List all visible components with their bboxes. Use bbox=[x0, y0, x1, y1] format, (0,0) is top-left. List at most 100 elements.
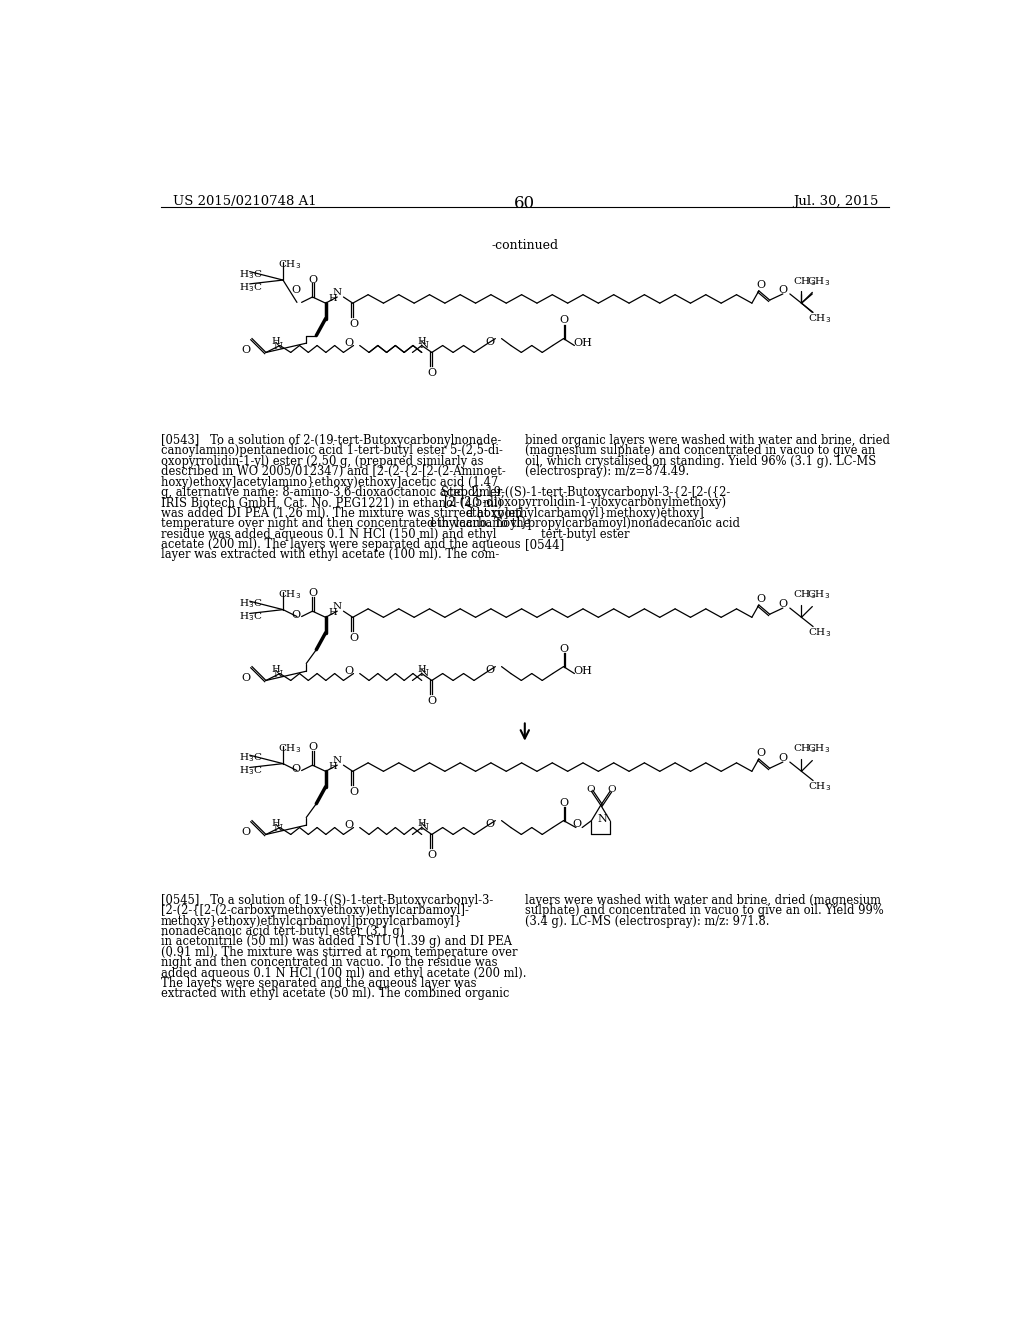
Text: [0545]   To a solution of 19-{(S)-1-tert-Butoxycarbonyl-3-: [0545] To a solution of 19-{(S)-1-tert-B… bbox=[161, 894, 493, 907]
Text: Jul. 30, 2015: Jul. 30, 2015 bbox=[793, 195, 879, 209]
Text: CH$_3$: CH$_3$ bbox=[809, 780, 831, 793]
Text: O: O bbox=[560, 315, 568, 326]
Text: The layers were separated and the aqueous layer was: The layers were separated and the aqueou… bbox=[161, 977, 476, 990]
Text: N: N bbox=[420, 669, 428, 678]
Text: O: O bbox=[778, 752, 787, 763]
Text: CH$_3$: CH$_3$ bbox=[278, 742, 301, 755]
Text: N: N bbox=[420, 822, 428, 832]
Text: O: O bbox=[344, 820, 353, 830]
Text: CH$_3$: CH$_3$ bbox=[278, 259, 301, 272]
Text: O: O bbox=[427, 850, 436, 859]
Text: OH: OH bbox=[573, 338, 593, 347]
Text: [0543]   To a solution of 2-(19-tert-Butoxycarbonylnonade-: [0543] To a solution of 2-(19-tert-Butox… bbox=[161, 434, 501, 447]
Text: H: H bbox=[328, 762, 337, 771]
Text: ethylcarbamoyl}propylcarbamoyl)nonadecanoic acid: ethylcarbamoyl}propylcarbamoyl)nonadecan… bbox=[430, 517, 740, 531]
Text: H$_3$C: H$_3$C bbox=[239, 610, 262, 623]
Text: [2-(2-{[2-(2-carboxymethoxyethoxy)ethylcarbamoyl]-: [2-(2-{[2-(2-carboxymethoxyethoxy)ethylc… bbox=[161, 904, 468, 917]
Text: CH$_3$: CH$_3$ bbox=[793, 589, 816, 601]
Text: O: O bbox=[757, 594, 766, 605]
Text: O: O bbox=[344, 338, 353, 347]
Text: CH$_3$: CH$_3$ bbox=[807, 276, 830, 288]
Text: H: H bbox=[271, 665, 280, 675]
Text: O: O bbox=[560, 644, 568, 653]
Text: H: H bbox=[271, 337, 280, 346]
Text: O: O bbox=[778, 599, 787, 609]
Text: N: N bbox=[333, 288, 342, 297]
Text: O: O bbox=[778, 285, 787, 294]
Text: (electrospray): m/z=874.49.: (electrospray): m/z=874.49. bbox=[524, 465, 689, 478]
Text: acetate (200 ml). The layers were separated and the aqueous: acetate (200 ml). The layers were separa… bbox=[161, 539, 520, 550]
Text: -continued: -continued bbox=[492, 239, 558, 252]
Text: O: O bbox=[485, 665, 495, 675]
Text: described in WO 2005/012347) and [2-(2-{2-[2-(2-Aminoet-: described in WO 2005/012347) and [2-(2-{… bbox=[161, 465, 505, 478]
Text: g, alternative name: 8-amino-3,6-dioxaoctanoic acid dimer,: g, alternative name: 8-amino-3,6-dioxaoc… bbox=[161, 486, 504, 499]
Text: CH$_3$: CH$_3$ bbox=[278, 589, 301, 601]
Text: O: O bbox=[241, 673, 250, 682]
Text: CH$_3$: CH$_3$ bbox=[807, 589, 830, 601]
Text: hoxy)ethoxy]acetylamino}ethoxy)ethoxy]acetic acid (1.47: hoxy)ethoxy]acetylamino}ethoxy)ethoxy]ac… bbox=[161, 475, 498, 488]
Text: O: O bbox=[292, 285, 301, 296]
Text: CH$_3$: CH$_3$ bbox=[809, 313, 831, 325]
Text: H$_3$C: H$_3$C bbox=[239, 751, 262, 764]
Text: [0544]: [0544] bbox=[524, 539, 564, 550]
Text: oil, which crystalised on standing. Yield 96% (3.1 g). LC-MS: oil, which crystalised on standing. Yiel… bbox=[524, 455, 877, 467]
Text: sulphate) and concentrated in vacuo to give an oil. Yield 99%: sulphate) and concentrated in vacuo to g… bbox=[524, 904, 884, 917]
Text: O: O bbox=[349, 632, 358, 643]
Text: H$_3$C: H$_3$C bbox=[239, 598, 262, 610]
Text: N: N bbox=[420, 341, 428, 350]
Text: [2-(2,5-dioxopyrrolidin-1-yloxycarbonylmethoxy): [2-(2,5-dioxopyrrolidin-1-yloxycarbonylm… bbox=[444, 496, 726, 510]
Text: IRIS Biotech GmbH, Cat. No. PEG1221) in ethanol (40 ml): IRIS Biotech GmbH, Cat. No. PEG1221) in … bbox=[161, 496, 502, 510]
Text: (0.91 ml). The mixture was stirred at room temperature over: (0.91 ml). The mixture was stirred at ro… bbox=[161, 945, 517, 958]
Text: H: H bbox=[328, 294, 337, 302]
Text: ethoxy]ethylcarbamoyl}methoxy)ethoxy]: ethoxy]ethylcarbamoyl}methoxy)ethoxy] bbox=[466, 507, 705, 520]
Text: H: H bbox=[417, 665, 426, 675]
Text: O: O bbox=[308, 589, 317, 598]
Text: nonadecanoic acid tert-butyl ester (3.1 g): nonadecanoic acid tert-butyl ester (3.1 … bbox=[161, 925, 403, 939]
Text: US 2015/0210748 A1: US 2015/0210748 A1 bbox=[173, 195, 316, 209]
Text: N: N bbox=[333, 602, 342, 611]
Text: H$_3$C: H$_3$C bbox=[239, 281, 262, 293]
Text: night and then concentrated in vacuo. To the residue was: night and then concentrated in vacuo. To… bbox=[161, 956, 497, 969]
Text: O: O bbox=[757, 748, 766, 758]
Text: (magnesium sulphate) and concentrated in vacuo to give an: (magnesium sulphate) and concentrated in… bbox=[524, 445, 876, 458]
Text: Step 2: 19-((S)-1-tert-Butoxycarbonyl-3-{2-[2-({2-: Step 2: 19-((S)-1-tert-Butoxycarbonyl-3-… bbox=[440, 486, 730, 499]
Text: tert-butyl ester: tert-butyl ester bbox=[541, 528, 630, 541]
Text: H$_3$C: H$_3$C bbox=[239, 764, 262, 777]
Text: O: O bbox=[757, 280, 766, 290]
Text: O: O bbox=[292, 610, 301, 620]
Text: O: O bbox=[292, 764, 301, 775]
Text: O: O bbox=[485, 818, 495, 829]
Text: O: O bbox=[344, 665, 353, 676]
Text: O: O bbox=[241, 826, 250, 837]
Text: N: N bbox=[598, 814, 607, 825]
Text: H: H bbox=[417, 337, 426, 346]
Text: methoxy}ethoxy)ethylcarbamoyl]propylcarbamoyl}: methoxy}ethoxy)ethylcarbamoyl]propylcarb… bbox=[161, 915, 462, 928]
Text: bined organic layers were washed with water and brine, dried: bined organic layers were washed with wa… bbox=[524, 434, 890, 447]
Text: canoylamino)pentanedioic acid 1-tert-butyl ester 5-(2,5-di-: canoylamino)pentanedioic acid 1-tert-but… bbox=[161, 445, 503, 458]
Text: N: N bbox=[273, 342, 283, 351]
Text: in acetonitrile (50 ml) was added TSTU (1.39 g) and DI PEA: in acetonitrile (50 ml) was added TSTU (… bbox=[161, 936, 511, 948]
Text: temperature over night and then concentrated in vacuo. To the: temperature over night and then concentr… bbox=[161, 517, 530, 531]
Text: N: N bbox=[273, 824, 283, 833]
Text: O: O bbox=[587, 785, 595, 795]
Text: residue was added aqueous 0.1 N HCl (150 ml) and ethyl: residue was added aqueous 0.1 N HCl (150… bbox=[161, 528, 496, 541]
Text: oxopyrrolidin-1-yl) ester (2.50 g, (prepared similarly as: oxopyrrolidin-1-yl) ester (2.50 g, (prep… bbox=[161, 455, 483, 467]
Text: 60: 60 bbox=[514, 195, 536, 213]
Text: O: O bbox=[427, 368, 436, 378]
Text: O: O bbox=[607, 785, 615, 795]
Text: O: O bbox=[349, 787, 358, 797]
Text: O: O bbox=[485, 337, 495, 347]
Text: CH$_3$: CH$_3$ bbox=[807, 742, 830, 755]
Text: CH$_3$: CH$_3$ bbox=[793, 742, 816, 755]
Text: extracted with ethyl acetate (50 ml). The combined organic: extracted with ethyl acetate (50 ml). Th… bbox=[161, 987, 509, 1001]
Text: O: O bbox=[349, 318, 358, 329]
Text: O: O bbox=[427, 696, 436, 706]
Text: O: O bbox=[308, 742, 317, 752]
Text: N: N bbox=[273, 669, 283, 678]
Text: N: N bbox=[333, 756, 342, 764]
Text: OH: OH bbox=[573, 665, 593, 676]
Text: O: O bbox=[560, 797, 568, 808]
Text: CH$_3$: CH$_3$ bbox=[809, 627, 831, 639]
Text: H: H bbox=[417, 818, 426, 828]
Text: was added DI PEA (1.26 ml). The mixture was stirred at room: was added DI PEA (1.26 ml). The mixture … bbox=[161, 507, 522, 520]
